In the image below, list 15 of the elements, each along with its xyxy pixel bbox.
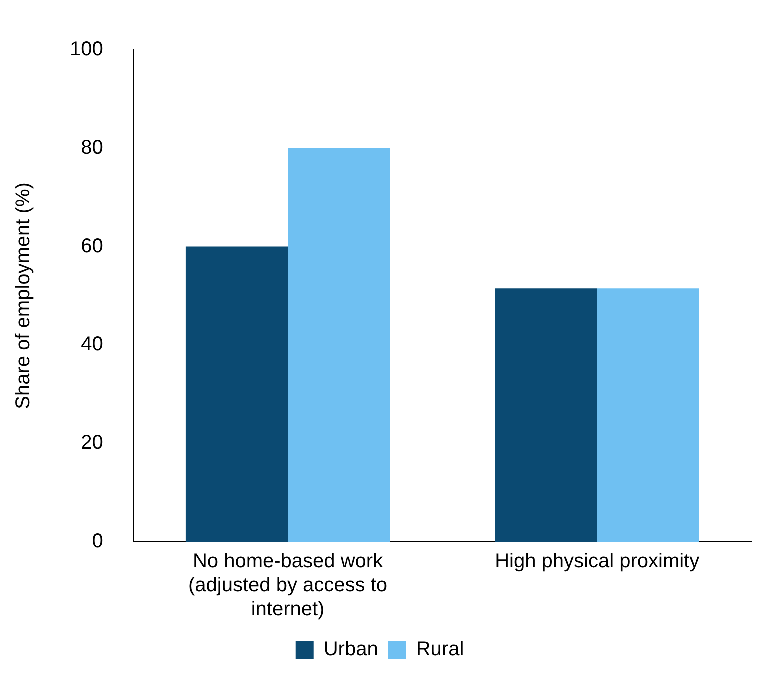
bar <box>597 288 700 542</box>
y-tick-label: 80 <box>81 136 104 159</box>
bar <box>288 148 390 542</box>
y-tick-label: 0 <box>92 530 104 553</box>
legend-label: Urban <box>324 638 378 661</box>
legend-label: Rural <box>416 638 464 661</box>
bar <box>495 288 598 542</box>
bar <box>186 246 288 542</box>
x-tick-label: High physical proximity <box>495 550 700 573</box>
y-tick-label: 60 <box>81 235 104 258</box>
y-axis-title: Share of employment (%) <box>12 182 35 410</box>
x-tick-label: No home-based work (adjusted by access to internet) <box>188 550 388 621</box>
y-tick-label: 20 <box>81 432 104 454</box>
y-tick-label: 100 <box>70 38 104 61</box>
y-tick-label: 40 <box>81 334 104 356</box>
